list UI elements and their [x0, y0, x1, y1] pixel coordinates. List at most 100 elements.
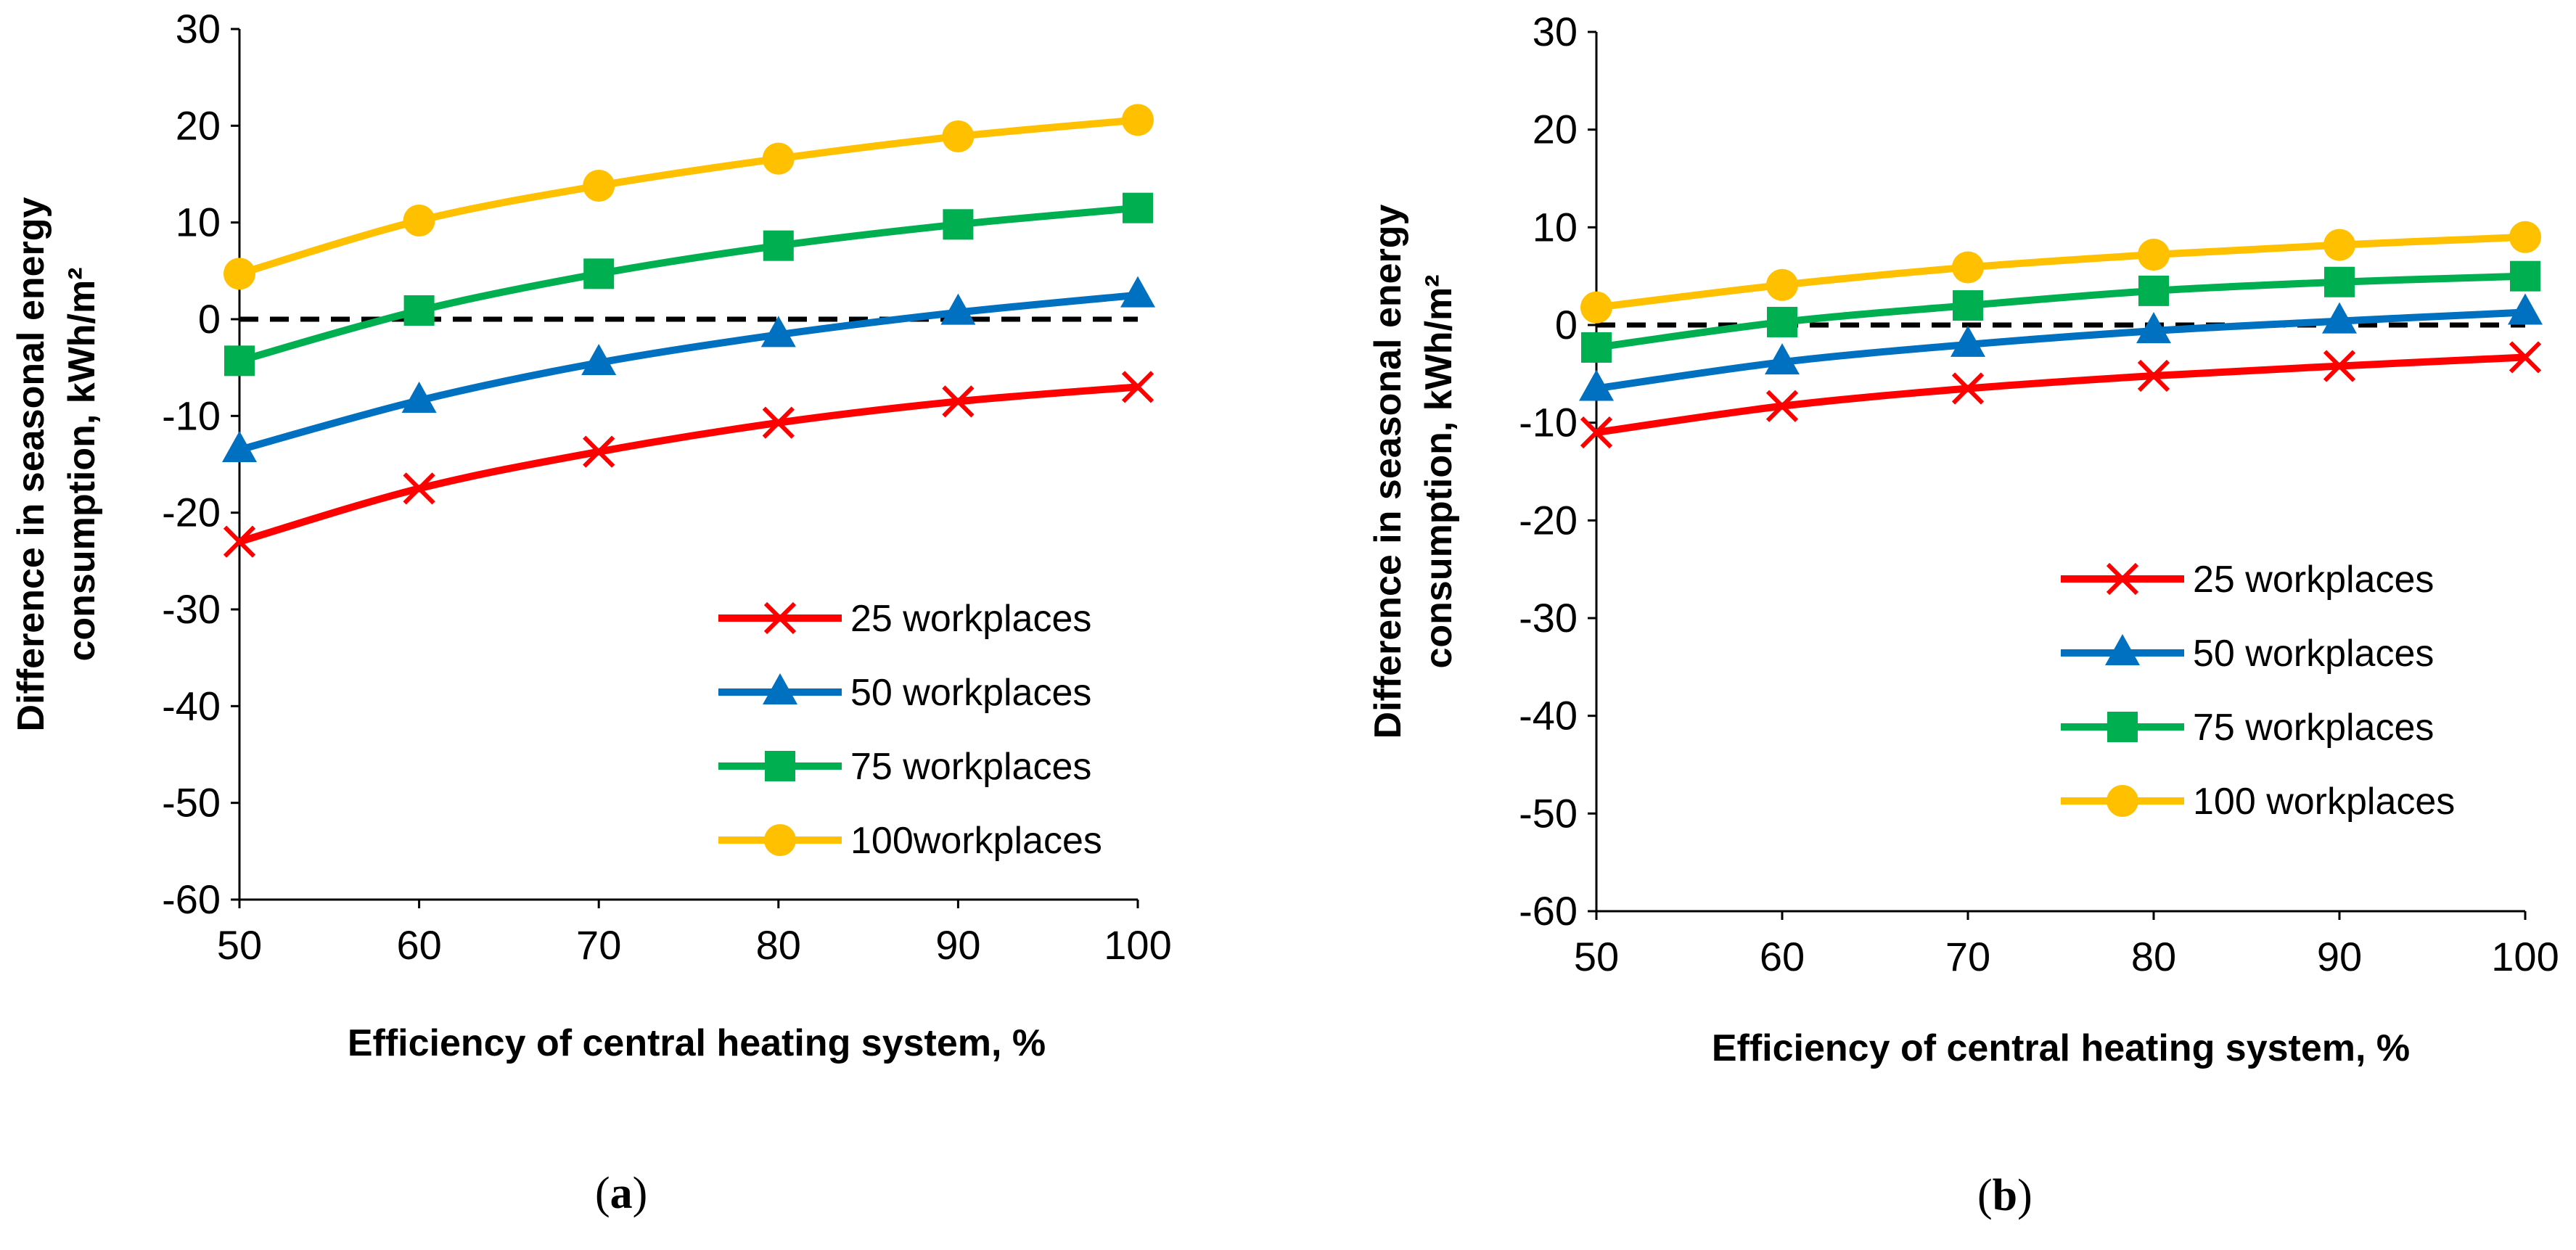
data-point-square-marker [943, 209, 974, 240]
y-tick-label: -20 [1519, 497, 1578, 543]
y-tick-label: -30 [162, 586, 221, 632]
y-tick-label: 20 [176, 102, 221, 148]
data-point-x-marker [2323, 350, 2356, 382]
data-point-square-marker [2324, 266, 2355, 297]
data-point-triangle-marker [401, 382, 437, 413]
y-tick-label: -50 [1519, 790, 1578, 836]
y-tick-label: 0 [198, 296, 221, 342]
y-tick-label: 0 [1555, 302, 1578, 348]
y-tick-label: 30 [176, 6, 221, 52]
y-tick-label: -10 [162, 392, 221, 438]
data-point-triangle-marker [760, 316, 796, 348]
series-line [1596, 233, 2526, 311]
legend-item: 100 workplaces [2061, 781, 2455, 823]
panel-caption: (b) [1977, 1171, 2033, 1220]
x-tick-label: 50 [1574, 934, 1619, 979]
data-point-circle-marker [223, 258, 255, 290]
data-point-x-marker [762, 406, 795, 439]
data-point-circle-marker [2323, 229, 2355, 261]
y-tick-label: -40 [162, 683, 221, 728]
data-point-square-marker [2510, 260, 2540, 292]
legend-triangle-marker [2105, 634, 2140, 665]
data-point-square-marker [403, 295, 435, 326]
y-axis-title-line2: consumption, kWh/m² [1418, 274, 1460, 668]
data-point-x-marker [1765, 390, 1799, 422]
legend-label: 50 workplaces [850, 672, 1091, 714]
x-tick-label: 100 [2491, 934, 2559, 979]
x-tick-label: 70 [1945, 934, 1990, 979]
legend-square-marker [2107, 712, 2138, 742]
data-point-triangle-marker [2136, 312, 2171, 344]
legend-square-marker [765, 751, 795, 781]
data-point-triangle-marker [2508, 293, 2543, 325]
data-point-triangle-marker [581, 344, 617, 375]
data-point-square-marker [224, 345, 255, 377]
x-tick-label: 90 [935, 922, 980, 968]
data-point-circle-marker [1122, 104, 1154, 136]
data-point-triangle-marker [1765, 343, 1800, 375]
y-tick-label: 10 [176, 200, 221, 245]
legend-item: 75 workplaces [2061, 707, 2434, 749]
series-50-workplaces [1579, 293, 2543, 401]
series-line [1596, 308, 2526, 392]
data-point-triangle-marker [940, 293, 976, 325]
series-50-workplaces [222, 276, 1155, 462]
data-point-triangle-marker [2322, 302, 2357, 334]
series-line [238, 291, 1139, 453]
data-point-triangle-marker [222, 431, 257, 462]
legend-label: 100workplaces [850, 820, 1102, 862]
y-axis-title-line1: Difference in seasonal energy [1367, 204, 1409, 739]
data-point-x-marker [583, 435, 615, 468]
legend-x-marker [2106, 562, 2139, 596]
data-point-square-marker [1953, 290, 1983, 321]
data-point-square-marker [583, 258, 615, 289]
legend-item: 50 workplaces [718, 672, 1091, 714]
x-tick-label: 80 [2131, 934, 2176, 979]
data-point-circle-marker [762, 142, 795, 175]
data-point-x-marker [403, 472, 435, 505]
series-25-workplaces [223, 371, 1154, 558]
x-tick-label: 50 [217, 922, 262, 968]
legend-triangle-marker [763, 673, 797, 704]
data-point-square-marker [2138, 275, 2169, 306]
legend-label: 50 workplaces [2193, 633, 2434, 675]
legend-label: 75 workplaces [2193, 707, 2434, 749]
legend-item: 25 workplaces [718, 598, 1091, 640]
x-tick-label: 100 [1104, 922, 1171, 968]
data-point-circle-marker [942, 120, 975, 152]
x-tick-label: 80 [756, 922, 801, 968]
x-axis-title: Efficiency of central heating system, % [348, 1022, 1046, 1064]
y-tick-label: -10 [1519, 400, 1578, 445]
data-point-triangle-marker [1579, 369, 1614, 401]
legend-x-marker [763, 601, 797, 635]
legend-item: 100workplaces [718, 820, 1102, 862]
series-25-workplaces [1580, 341, 2542, 449]
data-point-x-marker [2137, 359, 2170, 392]
x-axis-title: Efficiency of central heating system, % [1712, 1027, 2410, 1069]
y-tick-label: -20 [162, 490, 221, 535]
data-point-square-marker [1123, 192, 1153, 223]
series-75-workplaces [1581, 260, 2540, 363]
data-point-square-marker [1581, 332, 1612, 363]
panel-caption: (a) [595, 1169, 647, 1218]
series-line [1596, 353, 2526, 437]
series-line [1596, 272, 2526, 351]
data-point-x-marker [1580, 416, 1613, 449]
legend-item: 25 workplaces [2061, 559, 2434, 601]
data-point-circle-marker [1766, 268, 1798, 301]
y-axis-title-line1: Difference in seasonal energy [10, 197, 52, 731]
legend-circle-marker [2107, 785, 2138, 817]
data-point-x-marker [1951, 372, 1985, 405]
data-point-x-marker [2509, 341, 2542, 374]
x-tick-label: 60 [1760, 934, 1805, 979]
data-point-square-marker [763, 230, 794, 261]
data-point-x-marker [223, 525, 256, 558]
legend-label: 25 workplaces [2193, 559, 2434, 601]
series-100workplaces [223, 104, 1154, 290]
legend-label: 25 workplaces [850, 598, 1091, 640]
x-tick-label: 90 [2317, 934, 2362, 979]
data-point-circle-marker [2138, 239, 2170, 271]
series-line [238, 383, 1139, 546]
data-point-circle-marker [1952, 251, 1984, 284]
